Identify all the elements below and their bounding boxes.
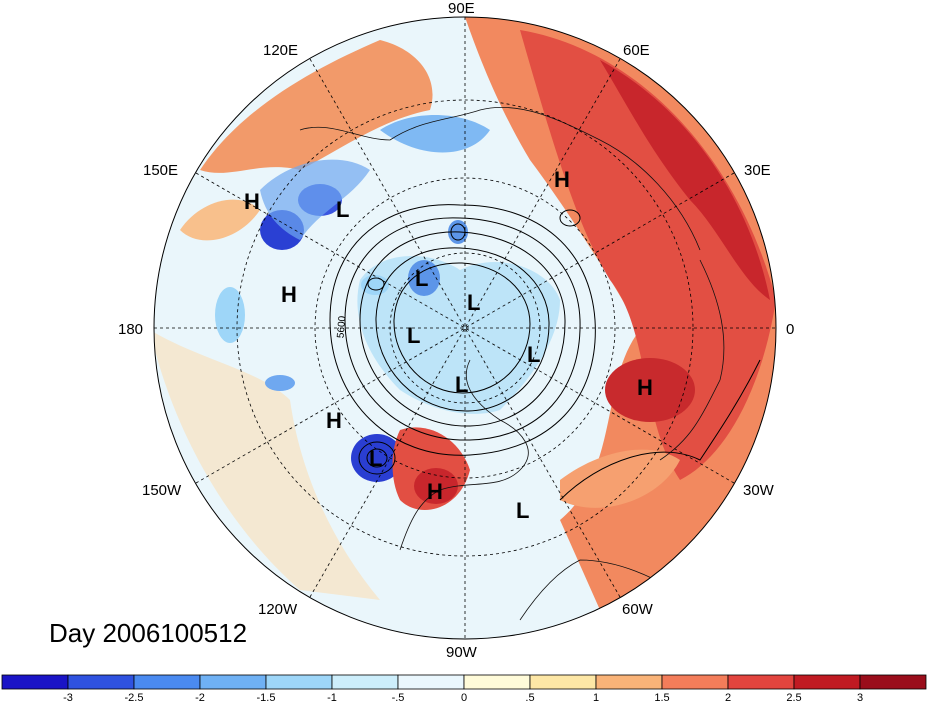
- colorbar-swatch: [331, 674, 399, 690]
- colorbar-swatch: [1, 674, 69, 690]
- colorbar-swatch: [265, 674, 333, 690]
- lon-label-30e: 30E: [744, 162, 771, 179]
- lon-label-120e: 120E: [263, 42, 298, 59]
- pressure-center: H: [244, 189, 260, 214]
- colorbar-tick-label: .5: [525, 692, 534, 702]
- colorbar-tick-label: -3: [63, 692, 73, 702]
- pressure-center: L: [407, 323, 420, 348]
- colorbar-swatch: [67, 674, 135, 690]
- colorbar-swatch: [529, 674, 597, 690]
- pressure-center: H: [427, 479, 443, 504]
- pressure-center: H: [281, 282, 297, 307]
- lon-label-150w: 150W: [142, 482, 182, 499]
- height-contours: [329, 204, 761, 501]
- pressure-center: L: [516, 498, 529, 523]
- colorbar-tick-label: -.5: [392, 692, 405, 702]
- lon-label-0: 0: [786, 321, 794, 338]
- lon-label-30w: 30W: [743, 482, 775, 499]
- contour-label: 5600: [335, 315, 348, 339]
- pressure-center: L: [467, 290, 480, 315]
- pressure-center: H: [554, 167, 570, 192]
- pressure-center: H: [326, 408, 342, 433]
- colorbar-swatch: [199, 674, 267, 690]
- graticule: [154, 17, 776, 639]
- colorbar-tick-label: -2.5: [125, 692, 144, 702]
- pressure-center: L: [527, 342, 540, 367]
- pressure-center: L: [336, 197, 349, 222]
- colorbar-swatch: [397, 674, 465, 690]
- colorbar-tick-label: 2.5: [786, 692, 801, 702]
- colorbar-tick-label: 1: [593, 692, 599, 702]
- colorbar-swatch: [595, 674, 663, 690]
- colorbar-swatch: [859, 674, 927, 690]
- pressure-center: L: [369, 446, 382, 471]
- lon-label-150e: 150E: [143, 162, 178, 179]
- pressure-centers: H L H H L L L L L H H L H L: [244, 167, 653, 523]
- colorbar-tick-label: -1.5: [257, 692, 276, 702]
- colorbar-tick-label: 0: [461, 692, 467, 702]
- pressure-center: L: [415, 266, 428, 291]
- pressure-center: H: [637, 375, 653, 400]
- colorbar-tick-label: 1.5: [654, 692, 669, 702]
- lon-label-90w: 90W: [446, 644, 478, 661]
- colorbar-tick-label: -1: [327, 692, 337, 702]
- colorbar-tick-label: -2: [195, 692, 205, 702]
- colorbar: -3 -2.5 -2 -1.5 -1 -.5 0 .5 1 1.5 2 2.5 3: [1, 674, 927, 702]
- lon-label-60e: 60E: [623, 42, 650, 59]
- pressure-center: L: [455, 372, 468, 397]
- colorbar-swatch: [793, 674, 861, 690]
- lon-label-120w: 120W: [258, 601, 298, 618]
- colorbar-swatch: [661, 674, 729, 690]
- globe: [154, 17, 776, 639]
- lon-label-180: 180: [118, 321, 143, 338]
- colorbar-tick-label: 2: [725, 692, 731, 702]
- colorbar-swatch: [133, 674, 201, 690]
- colorbar-swatch: [727, 674, 795, 690]
- longitude-labels: 90E 60E 30E 0 30W 60W 90W 120W 150W 180 …: [118, 0, 794, 661]
- lon-label-90e: 90E: [448, 0, 475, 17]
- lon-label-60w: 60W: [622, 601, 654, 618]
- colorbar-swatch: [463, 674, 531, 690]
- colorbar-tick-label: 3: [857, 692, 863, 702]
- day-title: Day 2006100512: [49, 618, 248, 648]
